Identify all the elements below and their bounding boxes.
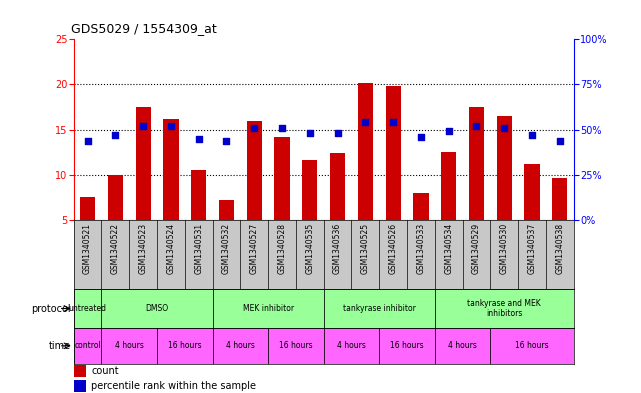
- Bar: [490, 328, 574, 364]
- Text: GSM1340523: GSM1340523: [138, 223, 147, 274]
- Text: GSM1340535: GSM1340535: [305, 223, 314, 274]
- Text: 16 hours: 16 hours: [515, 342, 549, 350]
- Bar: [213, 289, 324, 328]
- Text: GSM1340524: GSM1340524: [167, 223, 176, 274]
- Text: GSM1340526: GSM1340526: [388, 223, 397, 274]
- Bar: [274, 137, 290, 220]
- Bar: [385, 86, 401, 220]
- Point: [221, 138, 231, 144]
- Bar: [157, 328, 213, 364]
- Point: [360, 119, 370, 126]
- Bar: [552, 178, 567, 220]
- Text: GSM1340528: GSM1340528: [278, 223, 287, 274]
- Text: GSM1340530: GSM1340530: [500, 223, 509, 274]
- Text: GSM1340537: GSM1340537: [528, 223, 537, 274]
- Bar: [324, 289, 435, 328]
- Text: count: count: [91, 366, 119, 376]
- Bar: [330, 153, 345, 220]
- Text: 4 hours: 4 hours: [115, 342, 144, 350]
- Point: [83, 138, 93, 144]
- Text: 16 hours: 16 hours: [390, 342, 424, 350]
- Text: GSM1340527: GSM1340527: [250, 223, 259, 274]
- Text: GSM1340531: GSM1340531: [194, 223, 203, 274]
- Bar: [497, 116, 512, 220]
- Bar: [80, 197, 96, 220]
- Bar: [247, 121, 262, 220]
- Text: GSM1340538: GSM1340538: [555, 223, 564, 274]
- Text: tankyrase and MEK
inhibitors: tankyrase and MEK inhibitors: [467, 299, 541, 318]
- Point: [388, 119, 398, 126]
- Text: 16 hours: 16 hours: [279, 342, 313, 350]
- Bar: [435, 328, 490, 364]
- Text: GSM1340534: GSM1340534: [444, 223, 453, 274]
- Point: [554, 138, 565, 144]
- Text: 16 hours: 16 hours: [168, 342, 202, 350]
- Bar: [74, 365, 86, 377]
- Point: [499, 125, 510, 131]
- Text: GSM1340522: GSM1340522: [111, 223, 120, 274]
- Text: GSM1340536: GSM1340536: [333, 223, 342, 274]
- Bar: [379, 328, 435, 364]
- Point: [304, 130, 315, 136]
- Text: DMSO: DMSO: [146, 304, 169, 313]
- Point: [138, 123, 148, 129]
- Text: percentile rank within the sample: percentile rank within the sample: [91, 381, 256, 391]
- Bar: [74, 328, 101, 364]
- Text: time: time: [48, 341, 71, 351]
- Text: tankyrase inhibitor: tankyrase inhibitor: [343, 304, 416, 313]
- Bar: [213, 328, 268, 364]
- Bar: [441, 152, 456, 220]
- Bar: [74, 380, 86, 391]
- Bar: [268, 328, 324, 364]
- Bar: [302, 160, 317, 220]
- Point: [416, 134, 426, 140]
- Bar: [101, 289, 213, 328]
- Point: [277, 125, 287, 131]
- Bar: [524, 164, 540, 220]
- Bar: [191, 171, 206, 220]
- Bar: [135, 107, 151, 220]
- Text: 4 hours: 4 hours: [226, 342, 255, 350]
- Text: GSM1340521: GSM1340521: [83, 223, 92, 274]
- Bar: [219, 200, 234, 220]
- Text: 4 hours: 4 hours: [448, 342, 477, 350]
- Bar: [324, 328, 379, 364]
- Bar: [413, 193, 429, 220]
- Text: GDS5029 / 1554309_at: GDS5029 / 1554309_at: [71, 22, 216, 35]
- Text: MEK inhibitor: MEK inhibitor: [242, 304, 294, 313]
- Text: GSM1340532: GSM1340532: [222, 223, 231, 274]
- Point: [444, 129, 454, 135]
- Point: [166, 123, 176, 129]
- Bar: [358, 83, 373, 220]
- Bar: [108, 175, 123, 220]
- Point: [333, 130, 343, 136]
- Text: protocol: protocol: [31, 303, 71, 314]
- Text: GSM1340525: GSM1340525: [361, 223, 370, 274]
- Point: [471, 123, 481, 129]
- Point: [194, 136, 204, 142]
- Point: [249, 125, 260, 131]
- Bar: [469, 107, 484, 220]
- Bar: [163, 119, 179, 220]
- Text: 4 hours: 4 hours: [337, 342, 366, 350]
- Point: [527, 132, 537, 138]
- Text: control: control: [74, 342, 101, 350]
- Point: [110, 132, 121, 138]
- Text: untreated: untreated: [69, 304, 106, 313]
- Text: GSM1340529: GSM1340529: [472, 223, 481, 274]
- Bar: [435, 289, 574, 328]
- Bar: [74, 289, 101, 328]
- Bar: [101, 328, 157, 364]
- Text: GSM1340533: GSM1340533: [417, 223, 426, 274]
